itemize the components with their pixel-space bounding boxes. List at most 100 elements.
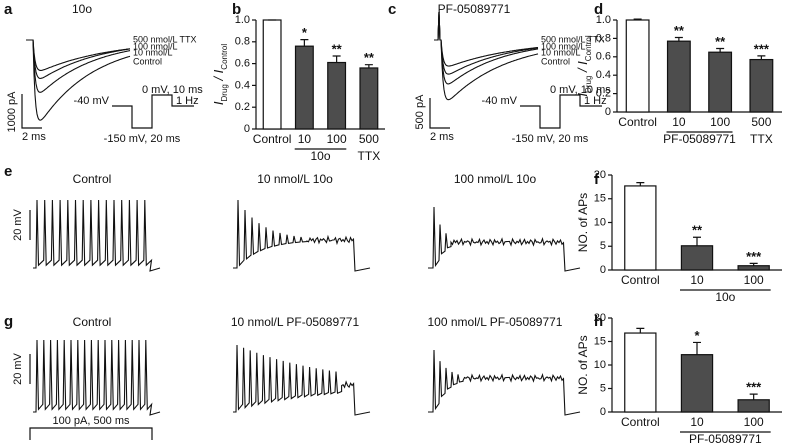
y-scale-label: 1000 pA xyxy=(6,91,18,133)
y-label-part: / xyxy=(211,73,226,84)
y-label-part: / xyxy=(575,65,590,76)
current-trace xyxy=(434,11,539,67)
hold-label: -40 mV xyxy=(482,95,518,107)
trace-label: 500 nmol/L TTX xyxy=(133,34,197,44)
y-axis-label: IDrug / IControl xyxy=(211,44,228,105)
y-axis-label: NO. of APs xyxy=(576,335,590,394)
panel-title: PF-05089771 xyxy=(438,2,511,16)
y-axis-label: IDrug / IControl xyxy=(575,35,592,96)
y-label-part: I xyxy=(211,101,226,105)
panel-letter: h xyxy=(594,313,603,330)
bar xyxy=(680,354,714,413)
y-scale-label: 500 pA xyxy=(414,94,426,130)
error-bar xyxy=(674,36,683,42)
y-tick-label: 5 xyxy=(600,240,606,252)
y-scale-label: 20 mV xyxy=(12,208,24,240)
trace-label: 100 nmol/L xyxy=(133,41,178,51)
x-tick-label: Control xyxy=(621,273,660,287)
trace-label: 100 nmol/L xyxy=(541,41,586,51)
trace-title: 100 nmol/L 10o xyxy=(454,172,537,186)
y-label-part: Control xyxy=(220,44,229,70)
y-tick-label: 0 xyxy=(605,106,611,118)
y-label-part: I xyxy=(211,69,226,73)
significance: ** xyxy=(332,41,343,56)
pre-label: -150 mV, 20 ms xyxy=(512,133,589,145)
panel-title: 10o xyxy=(72,2,92,16)
significance: *** xyxy=(754,41,770,56)
y-tick-label: 0.8 xyxy=(235,36,250,48)
panel-letter: a xyxy=(4,1,13,18)
voltage-trace xyxy=(233,199,371,272)
pre-label: -150 mV, 20 ms xyxy=(104,133,181,145)
error-bar xyxy=(749,393,758,400)
x-tick-label: 100 xyxy=(327,132,347,146)
bar xyxy=(737,265,770,271)
y-tick-label: 0 xyxy=(600,264,606,276)
x-tick-label: 500 xyxy=(359,132,379,146)
significance: ** xyxy=(692,223,703,238)
y-label-part: Drug xyxy=(584,76,593,93)
x-tick-label: 100 xyxy=(744,415,764,429)
y-label-part: Control xyxy=(584,35,593,61)
error-bar xyxy=(636,182,645,186)
voltage-trace xyxy=(428,349,581,416)
panel-letter: g xyxy=(4,313,13,330)
current-trace xyxy=(26,39,131,71)
stimulus xyxy=(29,427,153,440)
current-trace xyxy=(26,39,131,121)
current-trace xyxy=(26,39,131,79)
x-scale-label: 2 ms xyxy=(22,131,46,143)
y-tick-label: 15 xyxy=(594,193,606,205)
bar xyxy=(624,185,657,271)
panel-letter: c xyxy=(388,1,396,18)
y-tick-label: 1.0 xyxy=(235,14,250,26)
error-bar xyxy=(300,39,309,47)
y-tick-label: 10 xyxy=(594,216,606,228)
y-tick-label: 0 xyxy=(244,123,250,135)
group-label: 10o xyxy=(715,290,735,304)
bar xyxy=(708,51,733,113)
x-tick-label: Control xyxy=(618,115,657,129)
y-tick-label: 0.4 xyxy=(596,69,611,81)
stimulus-label: 100 pA, 500 ms xyxy=(52,415,130,427)
trace-label: 500 nmol/L TTX xyxy=(541,34,605,44)
significance: *** xyxy=(746,249,762,264)
bar xyxy=(327,61,347,130)
current-trace xyxy=(434,11,539,75)
y-tick-label: 5 xyxy=(600,382,606,394)
panel-letter: b xyxy=(232,1,241,18)
group-label: PF-05089771 xyxy=(689,432,762,445)
y-tick-label: 1.0 xyxy=(596,14,611,26)
scale-bar xyxy=(429,98,450,129)
voltage-trace xyxy=(233,344,371,416)
error-bar xyxy=(633,18,642,20)
protocol xyxy=(520,94,602,129)
error-bar xyxy=(364,64,373,68)
x-scale-label: 2 ms xyxy=(430,131,454,143)
scale-bar xyxy=(21,94,42,129)
trace-title: Control xyxy=(73,315,112,329)
x-tick-label: 10 xyxy=(672,115,686,129)
bar xyxy=(624,332,657,413)
trace-title: 100 nmol/L PF-05089771 xyxy=(428,315,563,329)
voltage-trace xyxy=(33,199,161,272)
x-tick-label: 10 xyxy=(298,132,312,146)
trace-title: 10 nmol/L PF-05089771 xyxy=(231,315,360,329)
x-tick-label: 10 xyxy=(690,415,704,429)
y-tick-label: 0.2 xyxy=(596,88,611,100)
y-tick-label: 0.6 xyxy=(235,58,250,70)
y-tick-label: 0 xyxy=(600,406,606,418)
trace-label: 10 nmol/L xyxy=(541,47,581,57)
protocol xyxy=(112,94,194,129)
panel-letter: d xyxy=(594,1,603,18)
freq-label: 1 Hz xyxy=(176,95,199,107)
trace-title: Control xyxy=(73,172,112,186)
bar xyxy=(749,58,774,113)
x-tick-label: 10 xyxy=(690,273,704,287)
step-label: 0 mV, 10 ms xyxy=(550,84,611,96)
x-tick-label: Control xyxy=(621,415,660,429)
error-bar xyxy=(693,236,701,246)
y-tick-label: 0.2 xyxy=(235,101,250,113)
significance: *** xyxy=(746,380,762,395)
